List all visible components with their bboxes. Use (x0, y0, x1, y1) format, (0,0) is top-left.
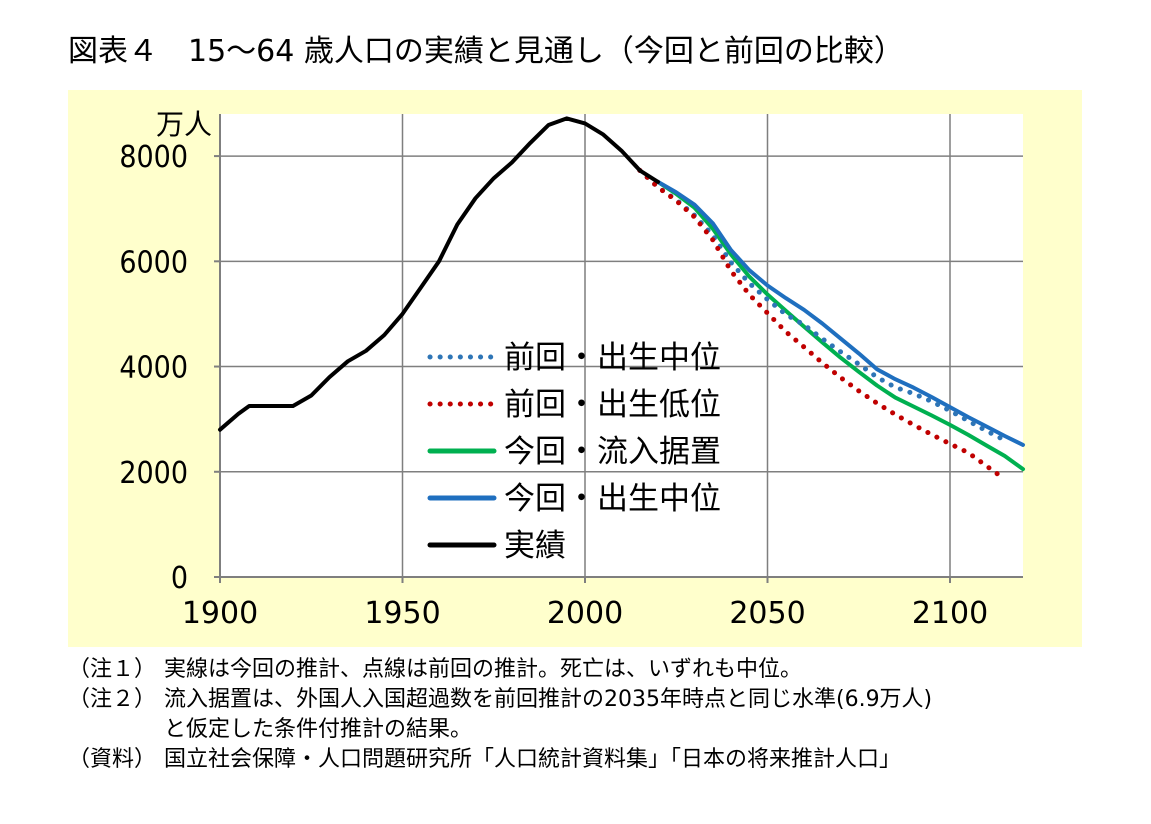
legend-label: 前回・出生中位 (504, 340, 721, 376)
line-chart: 0 2000 4000 6000 8000 1900 1950 2000 2050 2100 万人… (119, 108, 1025, 631)
footnotes: （注１） 実線は今回の推計、点線は前回の推計。死亡は、いずれも中位。 （注２） 流入… (68, 655, 932, 775)
note-text: 流入据置は、外国人入国超過数を前回推計の2035年時点と同じ水準(6.9万人) (164, 687, 933, 712)
data-series (218, 116, 1025, 477)
note-text: 実線は今回の推計、点線は前回の推計。死亡は、いずれも中位。 (164, 657, 803, 682)
note-2: （注２） 流入据置は、外国人入国超過数を前回推計の2035年時点と同じ水準(6.9… (68, 685, 932, 715)
y-tick-label: 2000 (119, 456, 188, 491)
note-text: 国立社会保障・人口問題研究所「人口統計資料集」「日本の将来推計人口」 (164, 747, 902, 772)
note-tag: （資料） (68, 747, 157, 772)
legend-label: 今回・流入据置 (504, 434, 721, 470)
note-tag: （注２） (68, 687, 157, 712)
x-tick-label: 1900 (182, 596, 258, 631)
chart-panel: 0 2000 4000 6000 8000 1900 1950 2000 2050 2100 万人… (68, 90, 1082, 647)
plot-area (220, 114, 1023, 577)
note-text: と仮定した条件付推計の結果。 (164, 717, 473, 742)
note-source: （資料） 国立社会保障・人口問題研究所「人口統計資料集」「日本の将来推計人口」 (68, 745, 932, 775)
y-tick-label: 4000 (119, 351, 188, 386)
series-line-3 (656, 179, 1025, 447)
grid-lines-overlay (220, 114, 1023, 577)
series-line-2 (656, 179, 1025, 472)
x-tick-label: 2100 (912, 596, 988, 631)
legend-label: 実績 (504, 528, 566, 564)
note-1: （注１） 実線は今回の推計、点線は前回の推計。死亡は、いずれも中位。 (68, 655, 932, 685)
series-line-4 (218, 116, 660, 432)
y-axis-label: 万人 (156, 108, 212, 141)
note-tag: （注１） (68, 657, 157, 682)
note-2-continued: と仮定した条件付推計の結果。 (68, 715, 932, 745)
legend-label: 前回・出生低位 (504, 387, 721, 423)
x-tick-label: 1950 (364, 596, 440, 631)
series-line-1 (637, 167, 1000, 477)
y-tick-label: 0 (171, 561, 188, 596)
axes (214, 114, 1023, 583)
y-tick-label: 6000 (119, 245, 188, 280)
y-tick-label: 8000 (119, 140, 188, 175)
tick-labels: 0 2000 4000 6000 8000 1900 1950 2000 2050 2100 (119, 140, 988, 631)
x-tick-label: 2050 (729, 596, 805, 631)
legend-label: 今回・出生中位 (504, 481, 721, 517)
x-tick-label: 2000 (547, 596, 623, 631)
chart-title: 図表４ 15～64 歳人口の実績と見通し（今回と前回の比較） (68, 34, 904, 69)
